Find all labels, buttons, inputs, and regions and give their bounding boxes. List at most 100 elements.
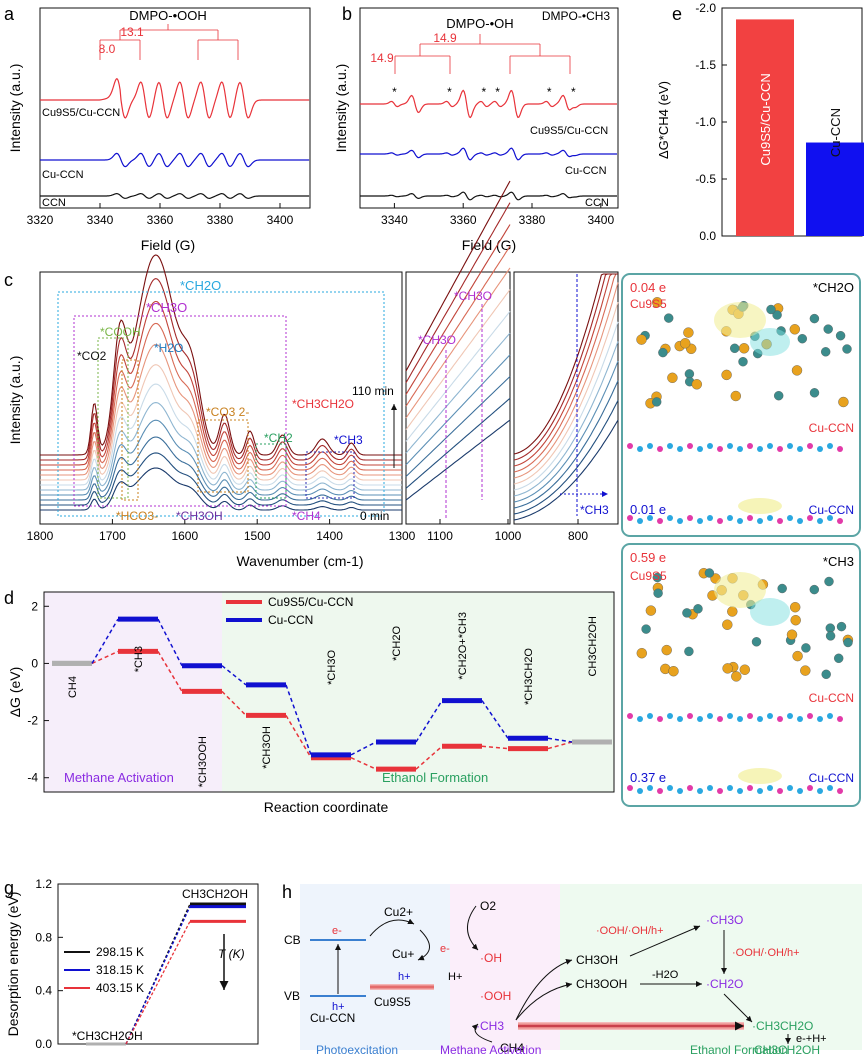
panel-label-a: a [4,4,15,24]
f-atom-0-14 [652,397,662,407]
c-xtick-label-8: 800 [568,529,588,543]
to-ch3oh-arrow [515,958,573,1021]
e-ytick-label-3: -0.5 [695,172,716,186]
axes-frame-c3 [513,271,619,525]
panel-c: c 1800 1700 1600 1500 1400 1300 1100 1000 800 Wa… [4,180,619,569]
c-inset2-5 [513,321,619,491]
c-spectrum-7 [40,343,402,476]
c-inset2-0 [513,419,619,521]
h-cuccn: Cu-CCN [310,1011,355,1025]
b-star-3: * [495,85,500,99]
c-inset2-11 [513,273,618,455]
panel-label-d: d [4,588,14,608]
h-cb: CB [284,933,301,947]
f-density-cyan-0 [750,328,790,356]
f-atom-1-34 [661,644,672,656]
c-inset1-3 [405,354,511,466]
axes-frame-g [57,883,259,1045]
f-sub-atom-1-0-18 [807,713,813,719]
f-density-yellow-0 [714,302,766,338]
d-ytick-label-1: 0 [31,656,38,670]
f-sub-atom-1-1-5 [677,788,683,794]
f-atom-1-19 [843,637,853,648]
f-sub-atom-0-0-17 [797,446,803,452]
c-spectrum-9 [40,300,402,466]
c-inset1-4 [405,332,511,454]
g-plot [86,902,246,1046]
b-splitting-2: 14.9 [370,51,394,65]
e-bar-label-1: Cu-CCN [828,108,843,157]
f-atom-0-38 [652,297,663,308]
ch4-arrow [471,1023,493,1043]
ann-ch4: *CH4 [292,509,321,523]
ann-ch3o: *CH3O [146,300,187,315]
d-connector-1-4 [285,684,312,756]
h-oh: ·OH [480,951,502,965]
f-sub-atom-1-1-14 [767,785,773,791]
f-sub-atom-1-0-20 [827,713,833,719]
d-connector-0-5 [350,757,377,770]
f-sub-atom-0-1-16 [787,515,793,521]
f-atom-0-35 [667,372,678,383]
f-top-charge-bottom: 0.01 e [630,502,666,517]
f-atom-1-0 [636,648,647,659]
f-atom-1-44 [801,643,811,653]
f-sub-atom-1-1-3 [657,788,663,794]
time-label-0: 0 min [360,509,389,523]
h-ch3ch2o: ·CH3CH2O [752,1019,813,1033]
d-cat-label-4: *CH3O [326,650,338,685]
y-axis-label-a: Intensity (a.u.) [7,64,23,153]
panel-e: e -2.0 -1.5 -1.0 -0.5 0.0 Cu9S5/Cu-CCN Cu-CCN… [656,1,864,243]
ann-co3: *CO3 2- [206,405,249,419]
h-electron: e- [332,925,342,937]
h-region-3: Ethanol Formation [690,1043,788,1057]
f-sub-atom-0-0-20 [827,443,833,449]
series-group-b: * * * * * * [360,85,617,201]
d-ytick-label-2: -2 [27,714,38,728]
o2-arrow [467,905,479,951]
b-star-4: * [547,85,552,99]
panel-h: h CB VB e- h+ h+ Cu-CCN Cu9S5 Cu2+ Cu+ e… [282,882,862,1057]
box-ch2o [57,291,385,517]
ann-cooh: *COOH [100,325,141,339]
d-ytick-label-3: -4 [27,771,38,785]
h-ooh: ·OOH [480,989,511,1003]
y-axis-label-e: ΔG*CH4 (eV) [656,81,671,159]
f-atom-1-31 [790,615,801,626]
f-sub-atom-1-0-3 [657,716,663,722]
c-inset2-1 [513,400,619,515]
a-xtick-label-3: 3380 [207,213,234,227]
c-xtick-label-0: 1800 [27,529,54,543]
ch2o-to-ch3ch2o [723,993,753,1023]
f-sub-atom-0-1-20 [827,515,833,521]
f-atom-0-43 [664,313,674,323]
c-spectrum-11 [40,254,402,456]
f-atom-0-30 [636,334,647,345]
f-top-phase: Cu9S5 [630,297,667,311]
f-atom-0-32 [730,390,741,402]
f-sub-atom-0-1-3 [657,518,663,524]
f-atom-1-32 [824,576,834,587]
a-xtick-label-4: 3400 [267,213,294,227]
f-atom-0-13 [797,334,807,344]
f-density-cyan-1 [750,598,790,626]
f-atom-1-25 [825,631,836,641]
h-ch3o: ·CH3O [706,913,743,927]
c-spectrum-10 [40,278,402,461]
f-sub-atom-1-0-12 [747,713,753,719]
h-minus-h2o: -H2O [652,969,679,981]
f-atom-0-26 [791,365,803,376]
f-sub-atom-0-0-16 [787,443,793,449]
x-axis-label-a: Field (G) [141,237,195,253]
h-eh: e-+H+ [796,1033,827,1045]
c-inset1-9 [405,224,511,395]
f-atom-1-6 [727,606,738,617]
ann-ch2o: *CH2O [180,278,221,293]
h-hole: h+ [332,1001,345,1013]
f-sub-atom-0-1-9 [717,518,723,524]
x-ticks-c: 1800 1700 1600 1500 1400 1300 1100 1000 800 [27,519,588,543]
f-atom-1-18 [645,605,657,616]
f-atom-0-36 [774,391,784,401]
f-sub-atom-0-0-8 [707,443,713,449]
